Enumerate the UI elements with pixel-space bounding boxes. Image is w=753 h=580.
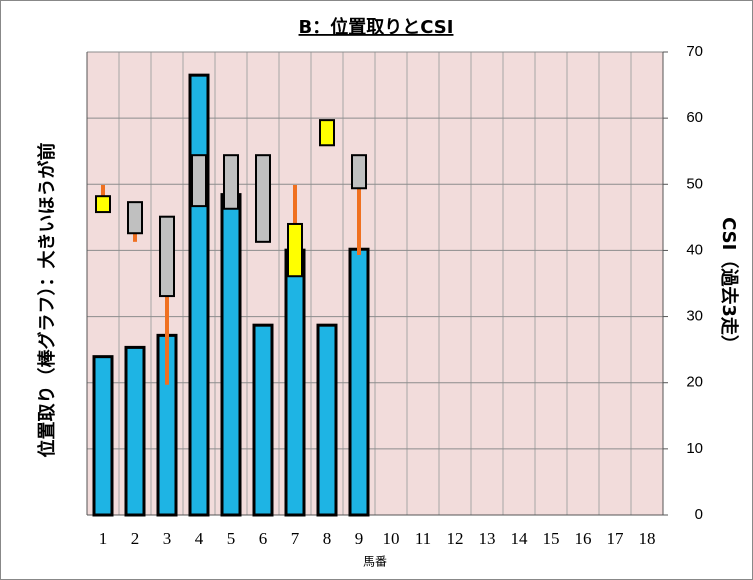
y2-tick-label: 50 (686, 175, 703, 192)
range-box (351, 154, 367, 190)
bar (220, 193, 242, 517)
range-box (95, 195, 111, 214)
x-tick-label: 11 (415, 529, 431, 548)
bar (348, 247, 370, 517)
x-tick-label: 15 (543, 529, 560, 548)
y2-tick-label: 0 (695, 506, 703, 523)
y2-tick-label: 60 (686, 109, 703, 126)
range-box (287, 222, 303, 278)
x-tick-label: 1 (99, 529, 108, 548)
bar (188, 73, 210, 517)
range-box (255, 154, 271, 243)
x-tick-label: 2 (131, 529, 140, 548)
x-tick-label: 14 (511, 529, 529, 548)
range-box (159, 215, 175, 298)
marks (92, 73, 370, 517)
x-tick-label: 17 (607, 529, 625, 548)
x-tick-label: 12 (447, 529, 464, 548)
y2-tick-label: 40 (686, 241, 703, 258)
bar (252, 323, 274, 517)
y2-tick-label: 10 (686, 440, 703, 457)
range-box (127, 201, 143, 235)
range-box (319, 119, 335, 147)
y2-axis-label: CSI（過去3走） (718, 217, 740, 353)
bar (316, 323, 338, 517)
bar (124, 345, 146, 517)
x-axis-label: 馬番 (363, 555, 387, 569)
y2-tick-label: 30 (686, 308, 703, 325)
x-tick-label: 7 (291, 529, 300, 548)
x-tick-label: 5 (227, 529, 236, 548)
bar (284, 248, 306, 517)
chart-title: B：位置取りとCSI (299, 16, 454, 38)
y2-tick-label: 20 (686, 374, 703, 391)
y-axis-label: 位置取り（棒グラフ）：大きいほうが前 (36, 143, 58, 458)
x-tick-label: 4 (195, 529, 204, 548)
x-tick-label: 3 (163, 529, 172, 548)
range-box (223, 154, 239, 210)
x-tick-label: 10 (383, 529, 400, 548)
y2-tick-label: 70 (686, 43, 703, 60)
bar (92, 355, 114, 517)
x-tick-label: 8 (323, 529, 332, 548)
x-tick-label: 18 (639, 529, 656, 548)
x-tick-label: 13 (479, 529, 496, 548)
x-tick-label: 6 (259, 529, 268, 548)
range-box (191, 154, 207, 208)
x-tick-label: 16 (575, 529, 592, 548)
x-tick-label: 9 (355, 529, 364, 548)
